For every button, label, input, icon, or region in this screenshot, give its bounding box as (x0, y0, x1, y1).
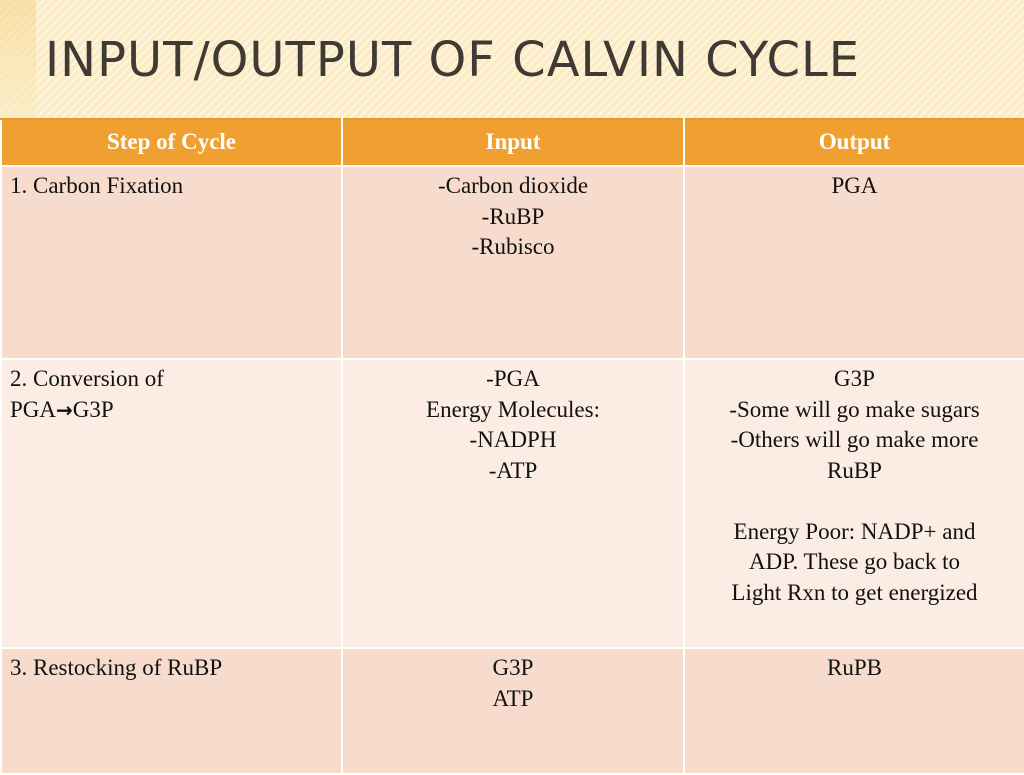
input-text: -NADPH (469, 427, 557, 452)
step-text: 2. Conversion of (10, 366, 164, 391)
header-input: Input (341, 118, 685, 167)
input-text: ATP (492, 685, 534, 711)
output-text: G3P (834, 366, 875, 391)
table-row: 1. Carbon Fixation -Carbon dioxide -RuBP… (0, 165, 1024, 360)
output-text: PGA (831, 173, 878, 198)
step-text: 1. Carbon Fixation (10, 173, 184, 198)
title-band (0, 0, 1024, 118)
output-text: ADP. These go back to (748, 549, 961, 574)
calvin-cycle-table: Step of Cycle Input Output 1. Carbon Fix… (0, 118, 1024, 775)
step-cell: 1. Carbon Fixation (0, 165, 343, 360)
step-text-line2: PGA→G3P (10, 395, 333, 426)
table-row: 3. Restocking of RuBP G3P ATP RuPB (0, 647, 1024, 775)
input-cell: -Carbon dioxide -RuBP -Rubisco (341, 165, 685, 360)
input-cell: -PGA Energy Molecules: -NADPH -ATP (341, 358, 685, 649)
output-text: RuBP (827, 457, 882, 483)
input-text: -Rubisco (471, 234, 555, 259)
output-text: RuPB (827, 655, 882, 680)
table-row: 2. Conversion of PGA→G3P -PGA Energy Mol… (0, 358, 1024, 649)
title-accent (0, 0, 36, 118)
step-text-pga: PGA (10, 396, 57, 422)
output-cell: G3P -Some will go make sugars -Others wi… (683, 358, 1024, 649)
input-text: G3P (492, 655, 534, 680)
output-text: Light Rxn to get energized (731, 579, 978, 605)
table-header-row: Step of Cycle Input Output (0, 118, 1024, 167)
output-cell: PGA (683, 165, 1024, 360)
step-cell: 3. Restocking of RuBP (0, 647, 343, 775)
input-text: -RuBP (481, 203, 545, 229)
step-cell: 2. Conversion of PGA→G3P (0, 358, 343, 649)
input-text: -Carbon dioxide (437, 173, 589, 198)
output-cell: RuPB (683, 647, 1024, 775)
header-output: Output (683, 118, 1024, 167)
step-text: 3. Restocking of RuBP (10, 655, 223, 680)
header-step: Step of Cycle (0, 118, 343, 167)
input-text: Energy Molecules: (426, 396, 600, 422)
slide-title: INPUT/OUTPUT OF CALVIN CYCLE (45, 32, 861, 88)
step-text-g3p: G3P (72, 396, 114, 422)
input-cell: G3P ATP (341, 647, 685, 775)
right-arrow-icon: → (56, 397, 73, 422)
output-text: Energy Poor: NADP+ and (733, 518, 976, 544)
input-text: -ATP (488, 457, 538, 483)
output-text: -Some will go make sugars (729, 396, 980, 422)
output-text: -Others will go make more (730, 427, 979, 452)
output-spacer (693, 486, 1016, 517)
input-text: -PGA (486, 366, 540, 391)
